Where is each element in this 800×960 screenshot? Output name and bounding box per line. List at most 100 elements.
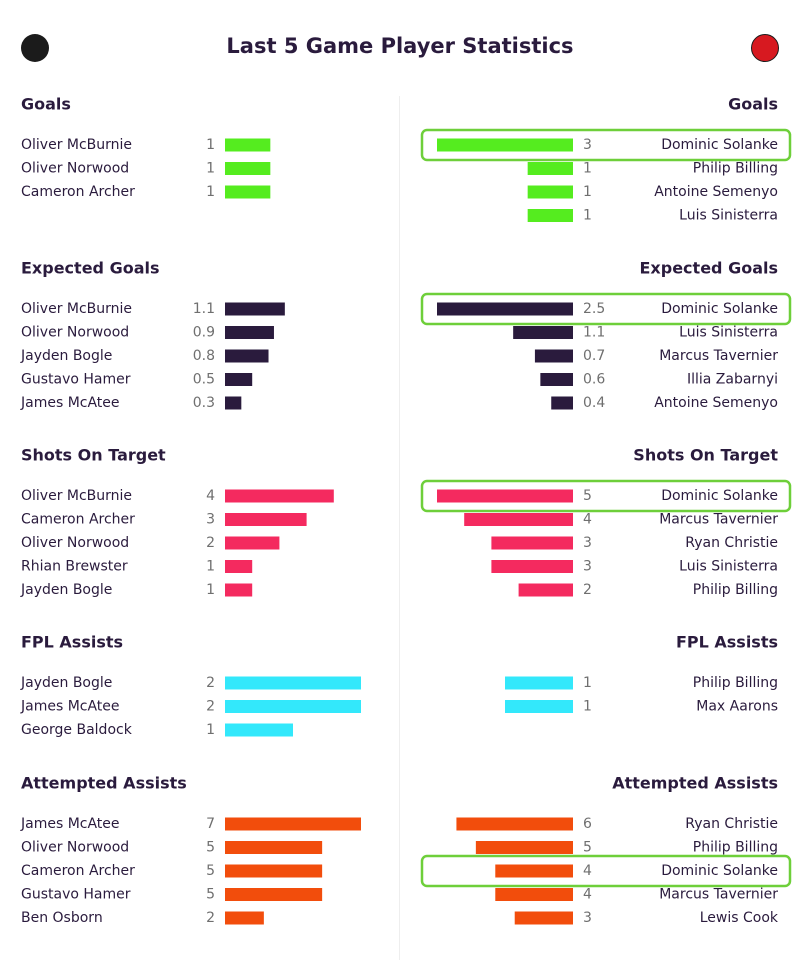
stat-bar bbox=[225, 162, 271, 175]
stat-value: 1.1 bbox=[193, 301, 215, 317]
stat-bar bbox=[225, 723, 293, 737]
stat-value: 3 bbox=[206, 512, 215, 528]
player-name: Cameron Archer bbox=[21, 512, 135, 528]
stat-value: 5 bbox=[206, 840, 215, 856]
player-name: Antoine Semenyo bbox=[654, 395, 778, 411]
stat-bar bbox=[540, 373, 573, 386]
stat-value: 0.8 bbox=[193, 348, 215, 364]
player-name: Marcus Tavernier bbox=[659, 348, 778, 364]
stat-bar bbox=[225, 396, 242, 410]
stat-value: 1 bbox=[583, 675, 592, 691]
stat-value: 4 bbox=[583, 863, 592, 879]
stat-value: 5 bbox=[583, 840, 592, 856]
stat-value: 1 bbox=[206, 722, 215, 738]
stat-value: 1 bbox=[583, 699, 592, 715]
stat-value: 1 bbox=[206, 184, 215, 200]
stat-value: 1 bbox=[583, 208, 592, 224]
stat-value: 4 bbox=[206, 488, 215, 504]
player-name: Lewis Cook bbox=[700, 910, 779, 926]
stat-bar bbox=[225, 560, 253, 573]
stat-bar bbox=[225, 536, 280, 550]
highlight-box bbox=[420, 854, 792, 888]
player-name: Luis Sinisterra bbox=[679, 208, 778, 224]
stat-value: 0.9 bbox=[193, 325, 215, 341]
section-title-right: Attempted Assists bbox=[612, 774, 778, 793]
stat-bar bbox=[514, 911, 573, 925]
stat-value: 1 bbox=[206, 582, 215, 598]
player-name: Gustavo Hamer bbox=[21, 887, 131, 903]
center-divider bbox=[399, 96, 400, 960]
stat-value: 2 bbox=[583, 582, 592, 598]
stat-value: 1 bbox=[583, 184, 592, 200]
player-name: Oliver McBurnie bbox=[21, 301, 132, 317]
stat-value: 4 bbox=[583, 887, 592, 903]
stat-value: 2 bbox=[206, 675, 215, 691]
section-title-right: Goals bbox=[728, 95, 778, 114]
stat-value: 0.6 bbox=[583, 372, 605, 388]
stat-value: 0.5 bbox=[193, 372, 215, 388]
player-name: Oliver McBurnie bbox=[21, 488, 132, 504]
player-name: Rhian Brewster bbox=[21, 559, 128, 575]
stat-bar bbox=[491, 536, 573, 550]
stat-value: 2 bbox=[206, 910, 215, 926]
header: Last 5 Game Player Statistics bbox=[0, 0, 800, 96]
stat-value: 6 bbox=[583, 816, 592, 832]
section-title-right: Expected Goals bbox=[640, 259, 779, 278]
stat-bar bbox=[527, 185, 573, 199]
stat-bar bbox=[456, 817, 573, 831]
player-name: Cameron Archer bbox=[21, 184, 135, 200]
player-name: James McAtee bbox=[20, 816, 120, 832]
stat-bar bbox=[491, 560, 573, 573]
stat-bar bbox=[225, 513, 307, 526]
stat-bar bbox=[225, 302, 285, 316]
page-title: Last 5 Game Player Statistics bbox=[226, 34, 574, 58]
stat-value: 5 bbox=[583, 488, 592, 504]
player-name: George Baldock bbox=[21, 722, 133, 738]
player-name: Ryan Christie bbox=[685, 535, 778, 551]
player-name: Antoine Semenyo bbox=[654, 184, 778, 200]
stat-bar bbox=[437, 489, 573, 503]
stat-value: 0.4 bbox=[583, 395, 605, 411]
highlight-box bbox=[420, 128, 792, 162]
stat-bar bbox=[225, 911, 264, 925]
stat-bar bbox=[475, 841, 573, 854]
stat-value: 1 bbox=[583, 161, 592, 177]
stat-bar bbox=[225, 817, 361, 831]
player-name: Jayden Bogle bbox=[20, 348, 112, 364]
highlight-box bbox=[420, 479, 792, 513]
section-title-left: Attempted Assists bbox=[21, 774, 187, 793]
stat-bar bbox=[225, 583, 253, 597]
stat-bar bbox=[527, 162, 573, 175]
stat-bar bbox=[505, 700, 573, 713]
section-title-right: Shots On Target bbox=[633, 446, 778, 465]
stat-value: 1 bbox=[206, 161, 215, 177]
player-name: Philip Billing bbox=[693, 582, 778, 598]
stat-bar bbox=[225, 676, 361, 690]
stat-bar bbox=[495, 864, 573, 878]
player-name: Philip Billing bbox=[693, 161, 778, 177]
stat-value: 1 bbox=[206, 559, 215, 575]
stat-bar bbox=[225, 138, 271, 152]
sheffield-united-crest-icon bbox=[21, 34, 49, 62]
player-name: Ben Osborn bbox=[21, 910, 103, 926]
stat-bar bbox=[437, 138, 573, 152]
stat-value: 5 bbox=[206, 863, 215, 879]
stat-value: 3 bbox=[583, 535, 592, 551]
stat-value: 1 bbox=[206, 137, 215, 153]
highlight-box bbox=[420, 292, 792, 326]
stat-bar bbox=[527, 209, 573, 222]
section-title-left: Shots On Target bbox=[21, 446, 166, 465]
player-name: Oliver Norwood bbox=[21, 325, 129, 341]
player-name: Cameron Archer bbox=[21, 863, 135, 879]
stat-bar bbox=[495, 888, 573, 901]
player-name: Dominic Solanke bbox=[661, 301, 778, 317]
stat-value: 3 bbox=[583, 559, 592, 575]
stat-value: 5 bbox=[206, 887, 215, 903]
player-name: Marcus Tavernier bbox=[659, 512, 778, 528]
player-name: Jayden Bogle bbox=[20, 582, 112, 598]
stat-bar bbox=[464, 513, 573, 526]
player-name: Gustavo Hamer bbox=[21, 372, 131, 388]
stat-value: 0.3 bbox=[193, 395, 215, 411]
player-name: Max Aarons bbox=[696, 699, 778, 715]
player-name: Dominic Solanke bbox=[661, 488, 778, 504]
